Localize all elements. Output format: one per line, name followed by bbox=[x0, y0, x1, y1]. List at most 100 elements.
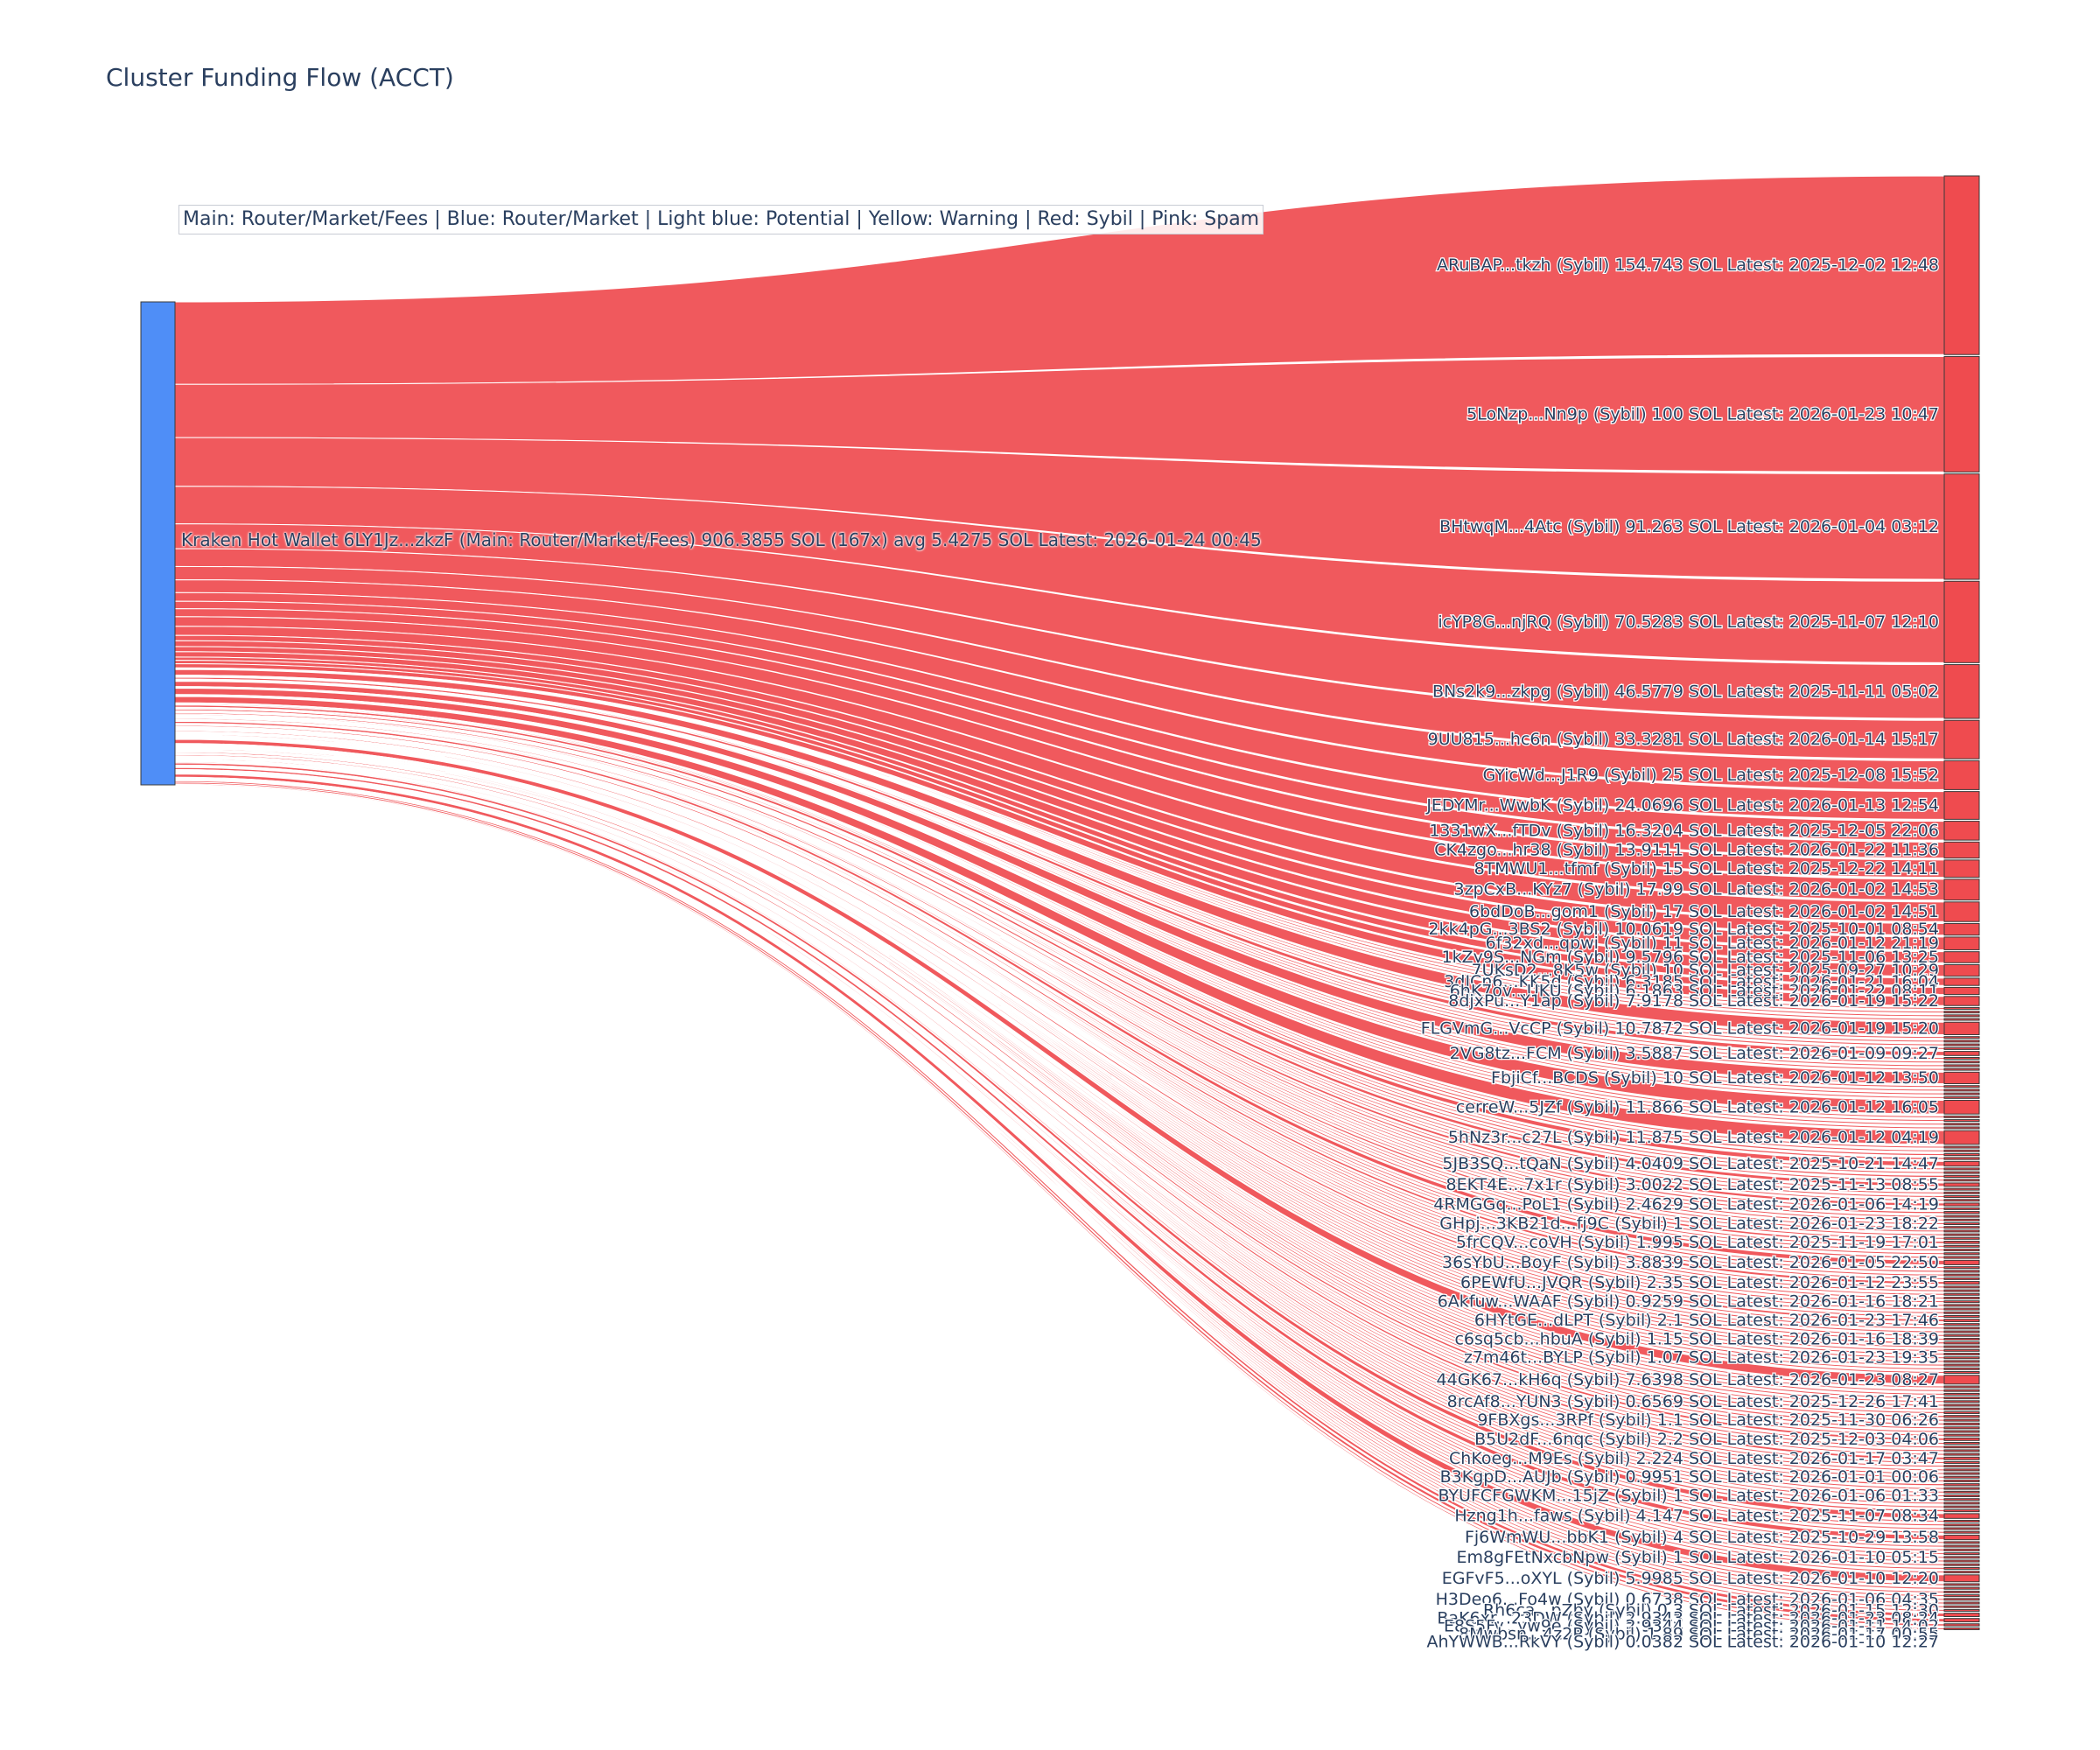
minor-target-node[interactable] bbox=[1943, 1256, 1980, 1259]
target-node[interactable] bbox=[1943, 1222, 1980, 1226]
minor-target-node[interactable] bbox=[1943, 1014, 1980, 1018]
minor-target-node[interactable] bbox=[1943, 1179, 1980, 1182]
minor-target-node[interactable] bbox=[1943, 1544, 1980, 1548]
minor-target-node[interactable] bbox=[1943, 1304, 1980, 1307]
minor-target-node[interactable] bbox=[1943, 1289, 1980, 1292]
target-node[interactable] bbox=[1943, 878, 1980, 901]
minor-target-node[interactable] bbox=[1943, 1214, 1980, 1218]
minor-target-node[interactable] bbox=[1943, 1229, 1980, 1233]
minor-target-node[interactable] bbox=[1943, 1586, 1980, 1590]
target-node[interactable] bbox=[1943, 1021, 1980, 1035]
target-node[interactable] bbox=[1943, 1627, 1980, 1630]
minor-target-node[interactable] bbox=[1943, 1348, 1980, 1352]
minor-target-node[interactable] bbox=[1943, 1601, 1980, 1605]
target-node[interactable] bbox=[1943, 1400, 1980, 1404]
minor-target-node[interactable] bbox=[1943, 1422, 1980, 1426]
minor-target-node[interactable] bbox=[1943, 1249, 1980, 1252]
target-node[interactable] bbox=[1943, 859, 1980, 878]
target-node[interactable] bbox=[1943, 580, 1980, 663]
minor-target-node[interactable] bbox=[1943, 1472, 1980, 1475]
minor-target-node[interactable] bbox=[1943, 1211, 1980, 1214]
minor-target-node[interactable] bbox=[1943, 1334, 1980, 1337]
minor-target-node[interactable] bbox=[1943, 1385, 1980, 1389]
target-node[interactable] bbox=[1943, 355, 1980, 472]
minor-target-node[interactable] bbox=[1943, 1389, 1980, 1392]
minor-target-node[interactable] bbox=[1943, 1367, 1980, 1370]
minor-target-node[interactable] bbox=[1943, 1508, 1980, 1513]
minor-target-node[interactable] bbox=[1943, 1490, 1980, 1494]
minor-target-node[interactable] bbox=[1943, 1236, 1980, 1240]
minor-target-node[interactable] bbox=[1943, 1270, 1980, 1273]
minor-target-node[interactable] bbox=[1943, 1360, 1980, 1363]
minor-target-node[interactable] bbox=[1943, 1487, 1980, 1490]
minor-target-node[interactable] bbox=[1943, 1530, 1980, 1534]
minor-target-node[interactable] bbox=[1943, 1199, 1980, 1202]
minor-target-node[interactable] bbox=[1943, 1392, 1980, 1396]
target-node[interactable] bbox=[1943, 1375, 1980, 1385]
target-node[interactable] bbox=[1943, 1202, 1980, 1207]
minor-target-node[interactable] bbox=[1943, 1563, 1980, 1566]
target-node[interactable] bbox=[1943, 977, 1980, 986]
target-node[interactable] bbox=[1943, 1319, 1980, 1322]
minor-target-node[interactable] bbox=[1943, 1583, 1980, 1586]
target-node[interactable] bbox=[1943, 1613, 1980, 1617]
minor-target-node[interactable] bbox=[1943, 1548, 1980, 1551]
minor-target-node[interactable] bbox=[1943, 1046, 1980, 1050]
minor-target-node[interactable] bbox=[1943, 1452, 1980, 1456]
minor-target-node[interactable] bbox=[1943, 1273, 1980, 1277]
target-node[interactable] bbox=[1943, 821, 1980, 841]
minor-target-node[interactable] bbox=[1943, 1157, 1980, 1160]
target-node[interactable] bbox=[1943, 1494, 1980, 1498]
minor-target-node[interactable] bbox=[1943, 1167, 1980, 1171]
minor-target-node[interactable] bbox=[1943, 1314, 1980, 1318]
target-node[interactable] bbox=[1943, 1182, 1980, 1187]
minor-target-node[interactable] bbox=[1943, 1341, 1980, 1345]
minor-target-node[interactable] bbox=[1943, 1266, 1980, 1270]
minor-target-node[interactable] bbox=[1943, 1479, 1980, 1482]
minor-target-node[interactable] bbox=[1943, 1244, 1980, 1248]
minor-target-node[interactable] bbox=[1943, 1363, 1980, 1367]
minor-target-node[interactable] bbox=[1943, 1123, 1980, 1126]
minor-target-node[interactable] bbox=[1943, 1171, 1980, 1174]
target-node[interactable] bbox=[1943, 1356, 1980, 1360]
target-node[interactable] bbox=[1943, 1456, 1980, 1460]
minor-target-node[interactable] bbox=[1943, 1152, 1980, 1157]
minor-target-node[interactable] bbox=[1943, 1483, 1980, 1487]
target-node[interactable] bbox=[1943, 1513, 1980, 1519]
minor-target-node[interactable] bbox=[1943, 1174, 1980, 1179]
minor-target-node[interactable] bbox=[1943, 1226, 1980, 1229]
minor-target-node[interactable] bbox=[1943, 1018, 1980, 1021]
target-node[interactable] bbox=[1943, 791, 1980, 820]
minor-target-node[interactable] bbox=[1943, 1559, 1980, 1563]
minor-target-node[interactable] bbox=[1943, 1296, 1980, 1299]
minor-target-node[interactable] bbox=[1943, 1126, 1980, 1130]
target-node[interactable] bbox=[1943, 986, 1980, 996]
target-node[interactable] bbox=[1943, 1259, 1980, 1265]
target-node[interactable] bbox=[1943, 936, 1980, 950]
minor-target-node[interactable] bbox=[1943, 1566, 1980, 1570]
target-node[interactable] bbox=[1943, 1418, 1980, 1422]
minor-target-node[interactable] bbox=[1943, 1096, 1980, 1099]
minor-target-node[interactable] bbox=[1943, 1505, 1980, 1508]
minor-target-node[interactable] bbox=[1943, 1415, 1980, 1418]
minor-target-node[interactable] bbox=[1943, 1191, 1980, 1194]
minor-target-node[interactable] bbox=[1943, 1323, 1980, 1326]
minor-target-node[interactable] bbox=[1943, 1195, 1980, 1199]
minor-target-node[interactable] bbox=[1943, 1043, 1980, 1046]
minor-target-node[interactable] bbox=[1943, 1092, 1980, 1096]
target-node[interactable] bbox=[1943, 1534, 1980, 1541]
minor-target-node[interactable] bbox=[1943, 1277, 1980, 1280]
minor-target-node[interactable] bbox=[1943, 1523, 1980, 1527]
target-node[interactable] bbox=[1943, 1281, 1980, 1285]
minor-target-node[interactable] bbox=[1943, 1520, 1980, 1523]
minor-target-node[interactable] bbox=[1943, 1145, 1980, 1149]
minor-target-node[interactable] bbox=[1943, 1353, 1980, 1356]
minor-target-node[interactable] bbox=[1943, 1594, 1980, 1598]
minor-target-node[interactable] bbox=[1943, 1433, 1980, 1437]
minor-target-node[interactable] bbox=[1943, 1498, 1980, 1502]
minor-target-node[interactable] bbox=[1943, 1285, 1980, 1289]
minor-target-node[interactable] bbox=[1943, 1468, 1980, 1472]
minor-target-node[interactable] bbox=[1943, 1006, 1980, 1010]
minor-target-node[interactable] bbox=[1943, 1407, 1980, 1410]
minor-target-node[interactable] bbox=[1943, 1040, 1980, 1043]
